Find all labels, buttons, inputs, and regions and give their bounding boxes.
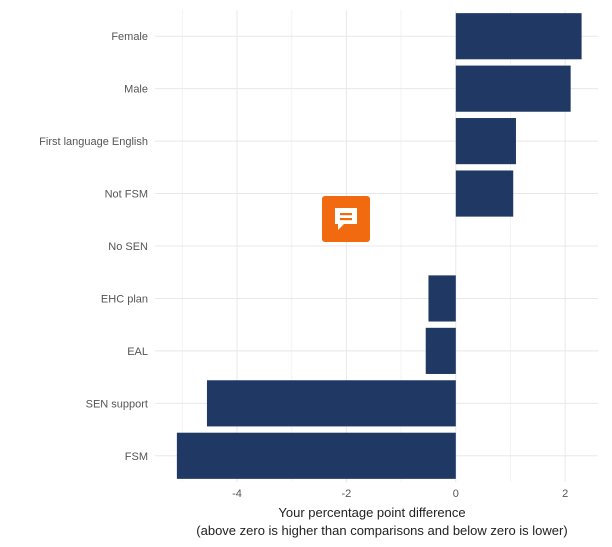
bar-female (455, 13, 582, 60)
category-label: Male (124, 84, 148, 96)
category-label: FSM (125, 451, 148, 463)
x-tick-label: -4 (232, 488, 242, 500)
bar-fsm (176, 432, 456, 479)
bar-eal (425, 327, 456, 374)
category-label: First language English (39, 136, 148, 148)
bar-ehc-plan (428, 275, 456, 322)
x-tick-label: 2 (562, 488, 568, 500)
bar-not-fsm (455, 170, 514, 217)
x-tick-label: 0 (453, 488, 459, 500)
x-axis-subtitle: (above zero is higher than comparisons a… (196, 523, 567, 538)
x-axis-ticks: -4 -2 0 2 (232, 488, 568, 500)
comment-icon (335, 208, 357, 230)
bar-sen-support (206, 380, 456, 427)
bars (176, 13, 582, 479)
category-labels: Female Male First language English Not FSM N… (39, 31, 148, 463)
x-axis-title: Your percentage point difference (278, 505, 465, 520)
category-label: EHC plan (101, 293, 148, 305)
category-label: EAL (127, 346, 148, 358)
category-label: Not FSM (105, 189, 148, 201)
category-label: Female (111, 31, 148, 43)
bar-male (455, 65, 571, 112)
category-label: No SEN (108, 241, 148, 253)
bar-first-language-english (455, 118, 516, 165)
x-tick-label: -2 (342, 488, 352, 500)
comment-button[interactable] (322, 196, 370, 242)
category-label: SEN support (86, 398, 148, 410)
